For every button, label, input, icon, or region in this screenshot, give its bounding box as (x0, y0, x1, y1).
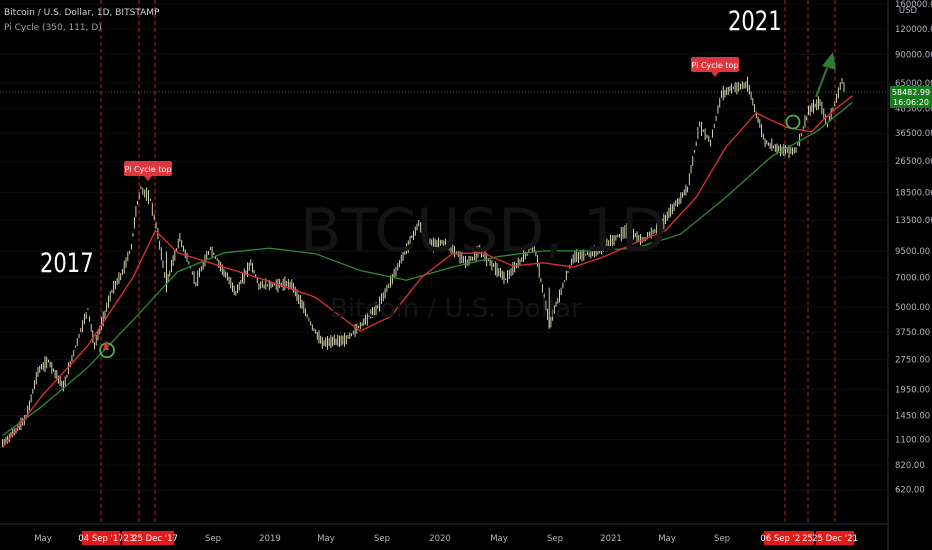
y-tick-label: 1950.00 (895, 385, 930, 395)
y-tick-label: 9500.00 (895, 247, 930, 257)
y-tick-label: 120000.00 (895, 25, 932, 35)
y-tick-label: 5000.00 (895, 303, 930, 313)
y-tick-label: 48500.00 (895, 104, 932, 114)
x-highlight-box (764, 531, 802, 545)
x-highlight-label: 25 Dec '17 (132, 534, 178, 544)
current-price-box (890, 86, 932, 109)
x-highlight-box (122, 531, 136, 545)
crossover-circle (99, 342, 115, 359)
year-label-2017: 2017 (40, 248, 94, 279)
x-tick-label: Sep (374, 534, 390, 544)
watermark-symbol: BTCUSD, 1D (300, 196, 667, 266)
y-tick-label: 90000.00 (895, 50, 932, 60)
current-price-value: 58482.99 (892, 88, 930, 97)
x-highlight-label: 23 (124, 534, 135, 544)
x-highlight-box (801, 531, 814, 545)
x-tick-label: May (317, 534, 335, 544)
x-tick-label: May (658, 534, 676, 544)
countdown-value: 16:06:20 (893, 98, 929, 107)
x-tick-label: 2020 (429, 534, 451, 544)
y-tick-label: 1450.00 (895, 411, 930, 421)
y-tick-label: 1100.00 (895, 435, 930, 445)
year-label-2021: 2021 (728, 6, 782, 37)
y-tick-label: 160000.00 (895, 0, 932, 10)
pi-label-box (124, 161, 172, 176)
x-tick-label: 2021 (600, 534, 622, 544)
crossover-circle (785, 114, 801, 130)
pi-label-text: Pi Cycle top (692, 61, 739, 70)
long-ma-line (2, 101, 853, 437)
y-tick-label: 620.00 (895, 486, 925, 496)
currency-label: USD (899, 6, 918, 16)
x-highlight-box (136, 531, 174, 545)
y-tick-label: 2750.00 (895, 355, 930, 365)
y-tick-label: 26500.00 (895, 157, 932, 167)
x-tick-label: May (34, 534, 52, 544)
x-tick-label: May (490, 534, 508, 544)
x-tick-label: 2019 (259, 534, 281, 544)
y-tick-label: 36500.00 (895, 129, 932, 139)
y-tick-label: 820.00 (895, 461, 925, 471)
candles (2, 76, 845, 447)
x-highlight-label: 06 Sep '21 (760, 534, 805, 544)
x-highlight-label: 25 Dec '21 (812, 534, 858, 544)
watermark-name: Bitcoin / U.S. Dollar (330, 294, 582, 324)
pi-label-text: Pi Cycle top (125, 165, 172, 174)
y-tick-label: 18500.00 (895, 189, 932, 199)
short-ma-line (1, 95, 853, 449)
pi-label-pointer (711, 72, 719, 77)
pi-label-box (691, 57, 739, 72)
pi-cycle-top-label-2021: Pi Cycle top (691, 57, 739, 77)
x-highlight-box (82, 531, 120, 545)
y-tick-label: 65000.00 (895, 79, 932, 89)
projection-arrow-shaft (815, 67, 828, 98)
x-highlight-label: 04 Sep '17 (78, 534, 123, 544)
pi-cycle-top-label-2017: Pi Cycle top (124, 161, 172, 181)
x-highlight-box (816, 531, 854, 545)
y-tick-label: 13500.00 (895, 216, 932, 226)
x-tick-label: Sep (205, 534, 221, 544)
pi-label-pointer (144, 176, 152, 181)
signal-marker (103, 340, 109, 350)
projection-arrow-head (822, 52, 836, 70)
y-tick-label: 3750.00 (895, 328, 930, 338)
x-tick-label: Sep (547, 534, 563, 544)
symbol-header[interactable]: Bitcoin / U.S. Dollar, 1D, BITSTAMP (4, 8, 160, 18)
plot-area[interactable] (0, 0, 888, 524)
y-tick-label: 7000.00 (895, 274, 930, 284)
x-highlight-label: 25 (802, 534, 813, 544)
x-tick-label: Sep (714, 534, 730, 544)
indicator-header[interactable]: Pi Cycle (350, 111, D) (4, 23, 102, 33)
